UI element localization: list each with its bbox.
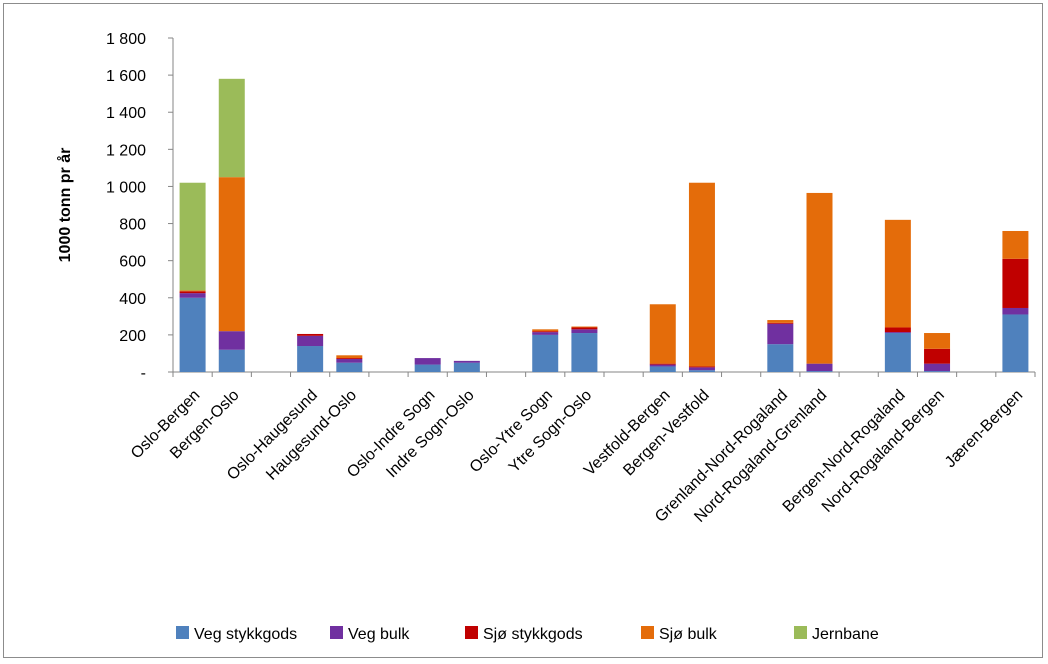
legend-swatch [794, 626, 807, 639]
chart-bars [179, 78, 1029, 372]
y-axis-label: 1000 tonn pr år [56, 148, 74, 263]
bar-segment [218, 177, 245, 332]
bar-segment [414, 364, 441, 372]
bar-segment [884, 219, 911, 328]
chart-legend: Veg stykkgods Veg bulk Sjø stykkgods Sjø bu… [176, 626, 879, 643]
legend-item: Sjø bulk [641, 626, 718, 643]
legend-item: Veg stykkgods [176, 626, 297, 643]
y-tick-label: 200 [119, 328, 146, 345]
y-tick-label: 400 [119, 291, 146, 308]
y-tick-labels: - 200 400 600 800 1 000 1 200 1 400 1 600 1 800 [106, 31, 146, 382]
bar-segment [1002, 230, 1029, 259]
bar-segment [767, 320, 794, 323]
bar-segment [884, 332, 911, 334]
bar-segment [218, 349, 245, 372]
bar-segment [571, 333, 598, 372]
bar-segment [688, 366, 715, 368]
y-tick-label: 800 [119, 217, 146, 234]
bar-segment [649, 364, 676, 367]
bar-segment [179, 290, 206, 292]
bar-segment [414, 358, 441, 365]
legend-swatch [176, 626, 189, 639]
bar-segment [571, 326, 598, 328]
x-tick-label: Bergen-Oslo [167, 387, 243, 463]
bar-segment [532, 329, 559, 332]
legend-swatch [465, 626, 478, 639]
y-tick-label: 1 000 [106, 179, 146, 196]
chart-frame [3, 3, 1043, 658]
bar-segment [179, 297, 206, 372]
legend-item: Jernbane [794, 626, 879, 643]
bar-segment [297, 346, 324, 372]
bar-segment [297, 333, 324, 336]
y-tick-label: - [141, 365, 146, 382]
bar-segment [1002, 314, 1029, 372]
bar-segment [649, 366, 676, 372]
bar-segment [336, 362, 363, 372]
legend-label: Sjø bulk [659, 626, 718, 643]
bar-segment [532, 331, 559, 333]
bar-segment [336, 359, 363, 363]
bar-segment [767, 323, 794, 345]
bar-segment [924, 363, 951, 372]
bar-segment [806, 192, 833, 364]
bar-segment [179, 182, 206, 291]
bar-segment [688, 370, 715, 372]
bar-segment [297, 335, 324, 347]
bar-segment [806, 363, 833, 372]
y-tick-label: 1 800 [106, 31, 146, 48]
bar-segment [649, 363, 676, 365]
y-tick-label: 1 600 [106, 68, 146, 85]
bar-segment [924, 333, 951, 349]
bar-segment [688, 367, 715, 371]
x-tick-labels: Oslo-BergenBergen-OsloOslo-HaugesundHaug… [128, 387, 1026, 526]
bar-segment [1002, 258, 1029, 308]
y-tick-label: 1 400 [106, 105, 146, 122]
bar-segment [688, 182, 715, 367]
legend-item: Veg bulk [330, 626, 410, 643]
bar-segment [218, 331, 245, 350]
legend-label: Veg bulk [348, 626, 410, 643]
bar-segment [924, 371, 951, 372]
bar-segment [924, 348, 951, 364]
bar-segment [453, 362, 480, 372]
bar-segment [571, 329, 598, 334]
bar-segment [218, 78, 245, 178]
legend-swatch [641, 626, 654, 639]
legend-swatch [330, 626, 343, 639]
y-tick-label: 600 [119, 254, 146, 271]
bar-segment [532, 334, 559, 372]
legend-item: Sjø stykkgods [465, 626, 583, 643]
bar-segment [179, 291, 206, 294]
bar-segment [336, 355, 363, 359]
legend-label: Veg stykkgods [194, 626, 297, 643]
x-tick-label: Jæren-Bergen [942, 387, 1026, 471]
bar-segment [453, 360, 480, 363]
bar-segment [767, 322, 794, 324]
legend-label: Sjø stykkgods [483, 626, 583, 643]
bar-segment [1002, 307, 1029, 315]
bar-segment [649, 304, 676, 364]
bar-segment [179, 293, 206, 298]
bar-segment [884, 333, 911, 372]
bar-segment [806, 371, 833, 372]
bar-segment [532, 332, 559, 335]
bar-segment [884, 327, 911, 333]
y-tick-label: 1 200 [106, 142, 146, 159]
legend-label: Jernbane [812, 626, 879, 643]
bar-segment [767, 344, 794, 372]
bar-segment [336, 358, 363, 360]
bar-segment [571, 327, 598, 330]
